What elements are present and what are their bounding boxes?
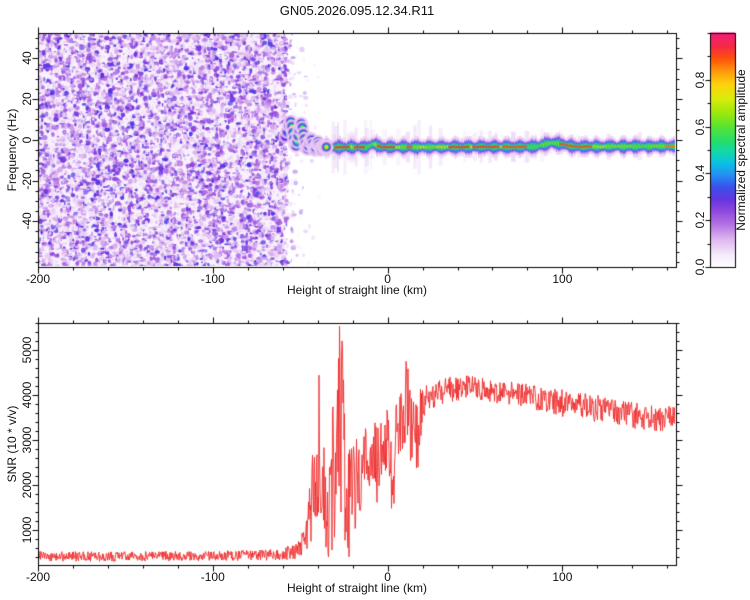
- snr-xtick-label: 0: [384, 570, 391, 584]
- colorbar-tick-label: 0.2: [693, 211, 707, 229]
- spectrogram-ytick-label: 0: [20, 136, 34, 144]
- snr-ytick-label: 1000: [20, 516, 34, 544]
- colorbar-tick-label: 0.0: [693, 258, 707, 276]
- spectrogram-ytick-label: -40: [20, 212, 34, 230]
- colorbar-tick-label: 0.6: [693, 118, 707, 135]
- snr-xtick-label: 100: [552, 570, 573, 584]
- spectrogram-xlabel: Height of straight line (km): [286, 283, 428, 297]
- spectrogram-xtick-label: 0: [384, 272, 391, 286]
- spectrogram-xtick-label: 100: [552, 272, 573, 286]
- snr-ytick-label: 5000: [20, 336, 34, 364]
- snr-ytick-label: 4000: [20, 381, 34, 409]
- snr-ytick-label: 2000: [20, 471, 34, 499]
- spectrogram-xtick-label: -100: [200, 272, 225, 286]
- snr-ylabel: SNR (10 * v/v): [5, 405, 19, 483]
- spectrogram-ytick-label: 20: [20, 92, 34, 106]
- colorbar-label: Normalized spectral amplitude: [734, 69, 748, 231]
- colorbar-tick-label: 0.8: [693, 71, 707, 89]
- spectrogram-xtick-label: -200: [25, 272, 51, 286]
- spectrogram-ytick-label: 40: [20, 51, 34, 66]
- snr-xtick-label: -100: [200, 570, 225, 584]
- spectrogram-ytick-label: -20: [20, 171, 34, 190]
- snr-xlabel: Height of straight line (km): [286, 581, 428, 595]
- plot-title: GN05.2026.095.12.34.R11: [279, 3, 435, 18]
- colorbar-tick-label: 0.4: [693, 165, 707, 182]
- snr-ytick-label: 3000: [20, 426, 34, 454]
- snr-xtick-label: -200: [25, 570, 51, 584]
- spectrogram-ylabel: Frequency (Hz): [5, 108, 19, 192]
